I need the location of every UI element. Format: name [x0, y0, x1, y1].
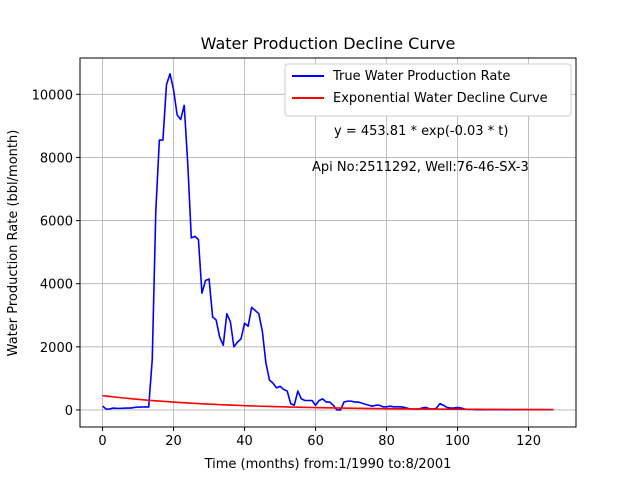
series-lines: [102, 72, 554, 411]
legend-label-true-rate: True Water Production Rate: [332, 69, 510, 84]
y-axis-title: Water Production Rate (bbl/month): [6, 130, 21, 357]
y-tick-label: 4000: [40, 278, 73, 293]
x-tick-label: 80: [378, 434, 395, 449]
equation-annotation: y = 453.81 * exp(-0.03 * t): [334, 124, 508, 139]
y-tick-label: 2000: [40, 341, 73, 356]
legend: True Water Production Rate Exponential W…: [284, 63, 572, 117]
chart-title: Water Production Decline Curve: [201, 34, 456, 53]
x-tick-label: 0: [98, 434, 106, 449]
x-tick-label: 20: [165, 434, 182, 449]
x-tick-label: 100: [445, 434, 470, 449]
legend-label-exp-decline: Exponential Water Decline Curve: [333, 91, 548, 106]
y-tick-label: 8000: [40, 151, 73, 166]
x-axis-title: Time (months) from:1/1990 to:8/2001: [204, 457, 452, 472]
plot-frame: [79, 57, 577, 428]
x-tick-label: 120: [516, 434, 541, 449]
x-tick-label: 60: [307, 434, 324, 449]
series-line-exponential-decline: [102, 394, 554, 411]
y-tick-label: 10000: [32, 88, 73, 103]
legend-box: [284, 63, 572, 117]
y-tick-label: 0: [65, 404, 73, 419]
axis-ticks: 0 20 40 60 80 100 120 0 2000 4000 6000 8000 10000: [32, 88, 541, 449]
y-tick-label: 6000: [40, 215, 73, 230]
x-tick-label: 40: [236, 434, 253, 449]
well-annotation: Api No:2511292, Well:76-46-SX-3: [312, 160, 529, 175]
